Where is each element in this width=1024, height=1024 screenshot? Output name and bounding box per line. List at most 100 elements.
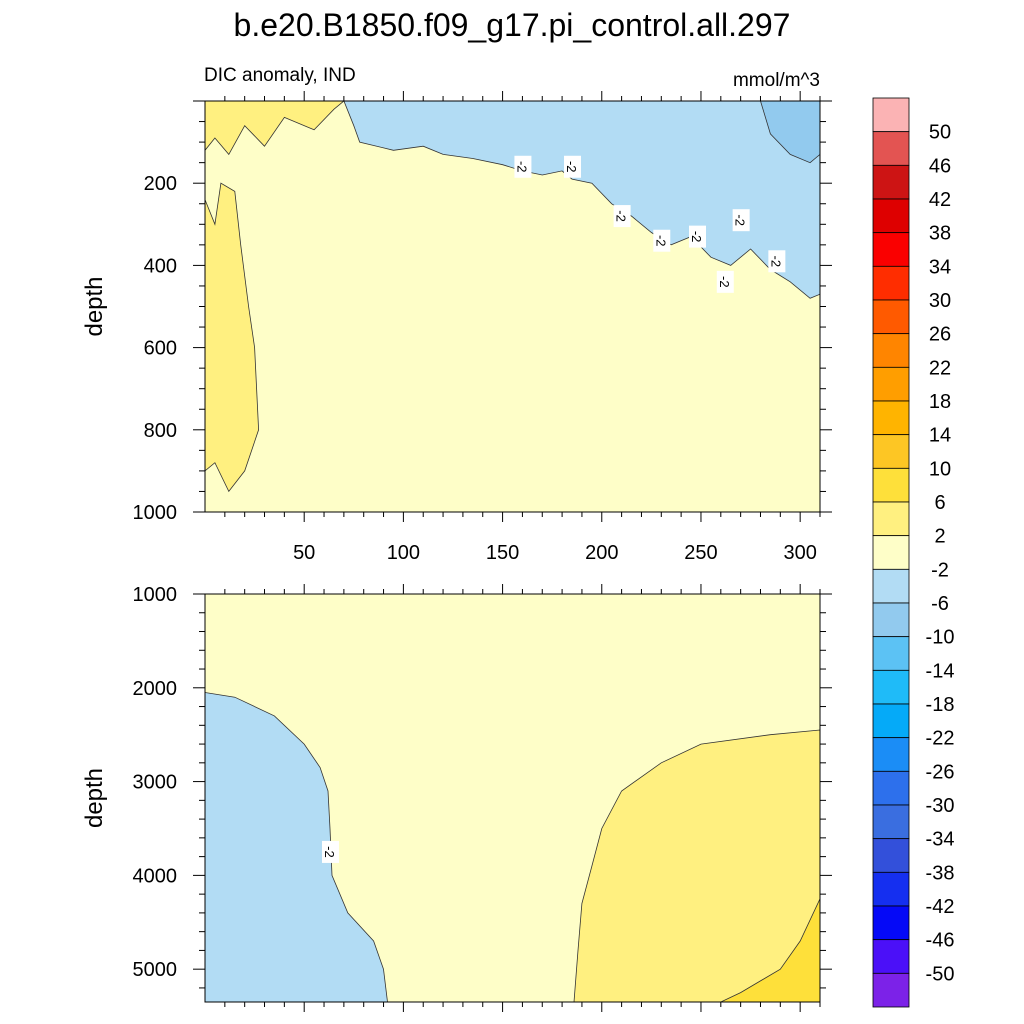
- colorbar-label: 22: [929, 357, 951, 379]
- colorbar-label: 46: [929, 155, 951, 177]
- colorbar-label: -18: [926, 694, 955, 716]
- colorbar-swatch: [872, 232, 910, 267]
- y-tick-label: 2000: [133, 678, 178, 700]
- colorbar-swatch: [872, 669, 910, 705]
- contour-region: [573, 729, 820, 1002]
- colorbar-swatch: [872, 131, 910, 166]
- colorbar-swatch: [872, 265, 910, 301]
- svg-text:-2: -2: [768, 256, 783, 268]
- panel-subtitle-right: mmol/m^3: [733, 70, 820, 91]
- x-tick-label: 100: [387, 542, 420, 564]
- panel-subtitle-left: DIC anomaly, IND: [204, 65, 356, 86]
- y-tick-label: 1000: [133, 502, 178, 524]
- colorbar-label: 38: [929, 223, 951, 245]
- contour-label: -2: [653, 229, 671, 252]
- contour-label: -2: [768, 250, 786, 273]
- upper-contour-panel: 50 100 150 200 250 300 200 400 600 800 1000 depth -2…: [81, 91, 832, 564]
- contour-label: -2: [514, 155, 532, 178]
- colorbar-swatch: [872, 737, 910, 772]
- contour-region: [720, 898, 820, 1002]
- colorbar-swatch: [872, 434, 910, 469]
- colorbar-label: -50: [926, 963, 955, 985]
- y-tick-label: 600: [144, 338, 177, 360]
- colorbar-label: 50: [929, 122, 951, 144]
- y-tick-label: 4000: [133, 865, 178, 887]
- x-tick-label: 50: [293, 542, 315, 564]
- colorbar-swatch: [872, 838, 910, 873]
- y-tick-label: 800: [144, 420, 177, 442]
- x-tick-label: 300: [783, 542, 816, 564]
- colorbar-swatch: [872, 636, 910, 671]
- colorbar-label: -46: [926, 930, 955, 952]
- y-tick-label: 1000: [133, 584, 178, 606]
- colorbar-swatch: [872, 164, 910, 200]
- svg-text:-2: -2: [564, 161, 579, 173]
- svg-text:-2: -2: [653, 235, 668, 247]
- colorbar-swatch: [872, 501, 910, 537]
- colorbar-label: -38: [926, 862, 955, 884]
- colorbar-swatch: [872, 568, 910, 604]
- colorbar-swatch: [872, 804, 910, 840]
- svg-text:-2: -2: [689, 231, 704, 243]
- svg-text:-2: -2: [733, 214, 748, 226]
- colorbar-label: 18: [929, 391, 951, 413]
- contour-region: [205, 101, 345, 156]
- colorbar-swatch: [872, 400, 910, 436]
- contour-region: [760, 101, 820, 164]
- colorbar-swatch: [872, 972, 910, 1008]
- contour-label: -2: [716, 270, 734, 293]
- svg-text:-2: -2: [717, 276, 732, 288]
- colorbar-swatch: [872, 939, 910, 974]
- y-tick-label: 400: [144, 255, 177, 277]
- colorbar-label: -10: [926, 627, 955, 649]
- colorbar-swatch: [872, 703, 910, 739]
- x-tick-label: 200: [585, 542, 618, 564]
- colorbar-label: -26: [926, 761, 955, 783]
- colorbar-label: 26: [929, 324, 951, 346]
- colorbar-swatch: [872, 198, 910, 234]
- colorbar-label: -6: [931, 593, 949, 615]
- colorbar-label: -2: [931, 559, 949, 581]
- contour-label: -2: [613, 205, 631, 228]
- main-title: b.e20.B1850.f09_g17.pi_control.all.297: [234, 7, 791, 43]
- contour-label: -2: [321, 840, 339, 863]
- contour-region: [205, 182, 260, 493]
- colorbar-label: -14: [926, 660, 955, 682]
- plot-frame: [204, 593, 821, 1003]
- colorbar-label: 10: [929, 458, 951, 480]
- colorbar-label: -34: [926, 829, 955, 851]
- colorbar-swatch: [872, 871, 910, 907]
- colorbar-swatch: [872, 467, 910, 503]
- colorbar-label: -42: [926, 896, 955, 918]
- colorbar-swatch: [872, 366, 910, 402]
- lower-contour-panel: 1000 2000 3000 4000 5000 depth -2: [81, 584, 832, 1012]
- y-axis-label: depth: [81, 276, 108, 336]
- colorbar-label: 2: [934, 526, 945, 548]
- colorbar-label: 14: [929, 425, 951, 447]
- colorbar-swatch: [872, 535, 910, 570]
- y-tick-label: 200: [144, 173, 177, 195]
- colorbar-swatch: [872, 770, 910, 806]
- colorbar: 50 46 42 38 34 30 26 22 18 14 10 6 2 -2 -6 -10 -14 -18 -22…: [872, 97, 955, 1008]
- colorbar-label: 42: [929, 189, 951, 211]
- y-tick-label: 5000: [133, 959, 178, 981]
- contour-label: -2: [689, 225, 706, 248]
- y-tick-label: 3000: [133, 772, 178, 794]
- x-tick-label: 250: [684, 542, 717, 564]
- colorbar-label: 6: [934, 492, 945, 514]
- colorbar-swatch: [872, 602, 910, 638]
- colorbar-label: 34: [929, 256, 951, 278]
- contour-label: -2: [564, 155, 582, 178]
- colorbar-swatch: [872, 333, 910, 368]
- svg-text:-2: -2: [322, 846, 337, 858]
- svg-text:-2: -2: [514, 161, 529, 173]
- contour-region: [343, 101, 820, 299]
- colorbar-swatch: [872, 905, 910, 941]
- contour-label: -2: [732, 209, 750, 232]
- colorbar-swatch: [872, 97, 910, 133]
- y-axis-label: depth: [81, 768, 108, 828]
- colorbar-label: -22: [926, 728, 955, 750]
- svg-text:-2: -2: [614, 210, 629, 222]
- colorbar-label: -30: [926, 795, 955, 817]
